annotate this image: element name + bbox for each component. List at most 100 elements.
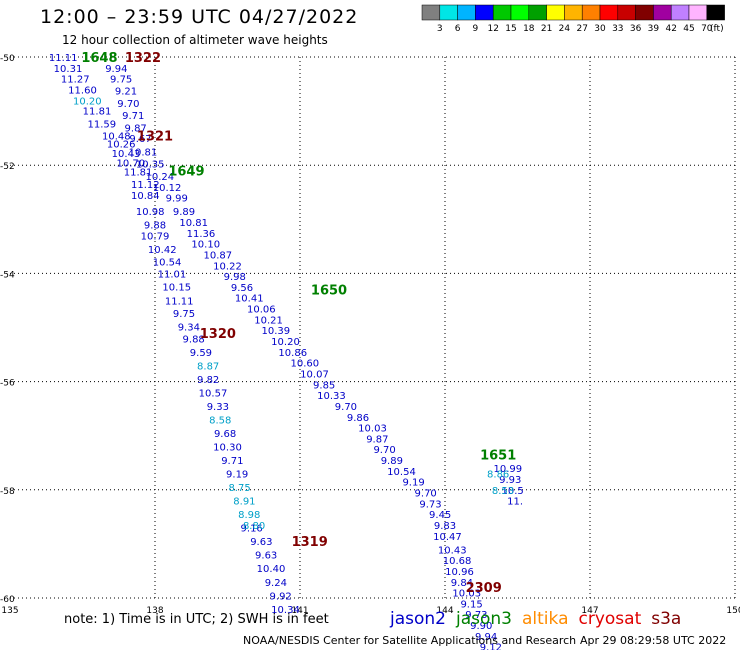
y-tick-label: -50 — [0, 54, 15, 64]
data-point-label: 9.12 — [480, 643, 502, 650]
data-point-label: 10.98 — [136, 207, 165, 218]
colorbar-label: 3 — [437, 24, 443, 34]
data-point-label: 10.03 — [358, 424, 387, 435]
data-point-label: 9.71 — [221, 456, 243, 467]
colorbar-swatch — [457, 4, 476, 21]
data-point-label: 10.41 — [235, 294, 264, 305]
colorbar: 3 6 9 12 15 18 21 24 27 30 33 36 39 42 45 70(ft) — [421, 4, 725, 34]
data-point-label: 10.87 — [204, 250, 233, 261]
data-point-label: 9.83 — [434, 521, 456, 532]
data-point-label: 9.19 — [402, 478, 424, 489]
data-point-label: 10.06 — [247, 305, 276, 316]
x-tick-label: 150 — [726, 606, 740, 616]
data-point-label: 10.42 — [148, 245, 177, 256]
colorbar-label: 12 — [487, 24, 498, 34]
data-point-label: 10.31 — [54, 64, 83, 75]
data-point-label: 10.81 — [179, 218, 208, 229]
y-tick-label: -60 — [0, 595, 15, 605]
colorbar-label: 70 — [701, 24, 713, 34]
colorbar-swatch — [617, 4, 636, 21]
data-point-label: 9.71 — [122, 111, 144, 122]
data-point-label: 11.81 — [124, 168, 153, 179]
data-point-label: 9.98 — [224, 272, 246, 283]
data-point-label: 9.94 — [475, 632, 497, 643]
data-point-label: 9.75 — [173, 309, 195, 320]
x-tick-label: 138 — [146, 606, 163, 616]
data-point-label: 9.33 — [207, 402, 229, 413]
data-point-label: 10.48 — [102, 131, 131, 142]
data-point-label: 10.26 — [107, 140, 136, 151]
data-point-label: 10.12 — [153, 183, 182, 194]
data-point-label: 9.89 — [173, 207, 195, 218]
data-point-label: 10.5 — [502, 486, 524, 497]
data-point-label: 11. — [507, 497, 523, 508]
pass-label: 1648 — [81, 51, 117, 66]
data-point-label: 9.34 — [178, 322, 200, 333]
data-point-label: 10.86 — [278, 348, 307, 359]
data-point-label: 10.70 — [117, 158, 146, 169]
data-point-label: 10.43 — [438, 545, 467, 556]
data-point-label: 10.39 — [262, 326, 291, 337]
data-point-label: 11.59 — [88, 120, 117, 131]
x-tick-label: 147 — [581, 606, 598, 616]
data-point-label: 9.70 — [415, 489, 437, 500]
data-point-label: 8.58 — [209, 415, 231, 426]
legend-altika: altika — [522, 609, 569, 629]
data-point-label: 11.36 — [187, 229, 216, 240]
data-point-label: 9.59 — [190, 348, 212, 359]
data-point-label: 9.88 — [144, 221, 166, 232]
pass-label: 1320 — [200, 327, 236, 342]
legend-jason2: jason2 — [390, 609, 446, 629]
colorbar-swatch — [706, 4, 725, 21]
data-point-label: 9.70 — [117, 99, 139, 110]
footer-date: Apr 29 08:29:58 UTC 2022 — [580, 634, 727, 647]
data-point-label: 9.75 — [110, 75, 132, 86]
data-point-label: 9.92 — [270, 591, 292, 602]
colorbar-label: 21 — [541, 24, 552, 34]
pass-label: 1650 — [311, 284, 347, 299]
y-tick-label: -58 — [0, 487, 15, 497]
colorbar-label: 6 — [455, 24, 461, 34]
data-point-label: 11.27 — [61, 75, 90, 86]
colorbar-swatch — [581, 4, 601, 21]
data-point-label: 9.73 — [465, 610, 487, 621]
colorbar-label: 18 — [523, 24, 535, 34]
colorbar-label: 36 — [630, 24, 642, 34]
colorbar-label: 45 — [683, 24, 694, 34]
data-point-label: 8.98 — [238, 510, 260, 521]
colorbar-swatch — [670, 4, 690, 21]
y-tick-label: -54 — [0, 270, 15, 280]
grid-lines — [10, 56, 736, 599]
legend-s3a: s3a — [651, 609, 682, 629]
data-point-label: 9.56 — [231, 283, 253, 294]
data-point-label: 8.86 — [487, 470, 509, 481]
colorbar-swatch — [599, 4, 619, 21]
data-point-label: 10.40 — [257, 564, 286, 575]
colorbar-swatch — [421, 4, 441, 21]
data-point-label: 8.91 — [233, 497, 255, 508]
data-point-label: 9.70 — [335, 402, 357, 413]
data-point-label: 9.87 — [125, 123, 147, 134]
colorbar-swatch — [492, 4, 512, 21]
data-point-label: 9.63 — [255, 551, 277, 562]
data-point-label: 10.57 — [199, 388, 228, 399]
data-point-label: 9.45 — [429, 510, 451, 521]
data-point-label: 8.53 — [492, 486, 514, 497]
data-point-label: 9.90 — [470, 621, 492, 632]
data-point-label: 9.87 — [366, 434, 388, 445]
data-points: 11.1110.3111.2711.6011.8111.5910.4810.26… — [49, 53, 524, 650]
colorbar-label: 33 — [612, 24, 623, 34]
colorbar-label: 42 — [665, 24, 676, 34]
data-point-label: 10.10 — [191, 240, 220, 251]
data-point-label: 10.60 — [291, 359, 320, 370]
y-tick-label: -56 — [0, 379, 15, 389]
colorbar-label: 9 — [473, 24, 479, 34]
pass-label: 1649 — [168, 165, 204, 180]
data-point-label: 10.07 — [300, 369, 329, 380]
colorbar-swatch — [653, 4, 672, 21]
data-point-label: 10.34 — [271, 605, 300, 616]
data-point-label: 9.85 — [313, 380, 335, 391]
colorbar-swatch — [475, 4, 494, 21]
